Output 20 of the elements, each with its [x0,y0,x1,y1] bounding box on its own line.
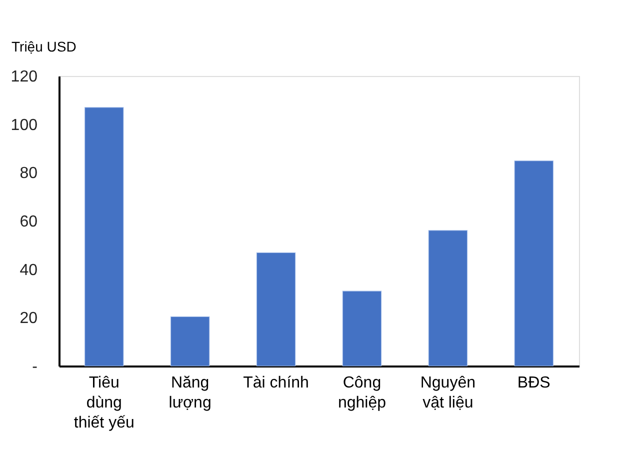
x-tick-label: Năng lượng [168,374,212,412]
bar [256,252,296,366]
y-tick-label: 80 [20,165,38,182]
x-tick-label: Tài chính [243,374,309,392]
bar [170,316,210,366]
x-tick-label: Nguyên vật liệu [420,374,476,412]
bar [84,107,124,366]
y-axis-title: Triệu USD [12,38,76,54]
y-tick-label: - [32,358,38,376]
bar [342,290,382,366]
bar [428,230,468,366]
y-tick-label: 120 [10,68,38,86]
x-tick-label: BĐS [517,374,550,392]
y-tick-label: 100 [10,116,38,134]
x-tick-label: Công nghiệp [338,374,386,412]
y-tick-label: 20 [20,310,38,328]
bar [514,160,554,366]
y-tick-label: 60 [20,214,38,230]
y-tick-label: 40 [20,262,38,279]
x-tick-label: Tiêu dùng thiết yếu [74,374,134,432]
